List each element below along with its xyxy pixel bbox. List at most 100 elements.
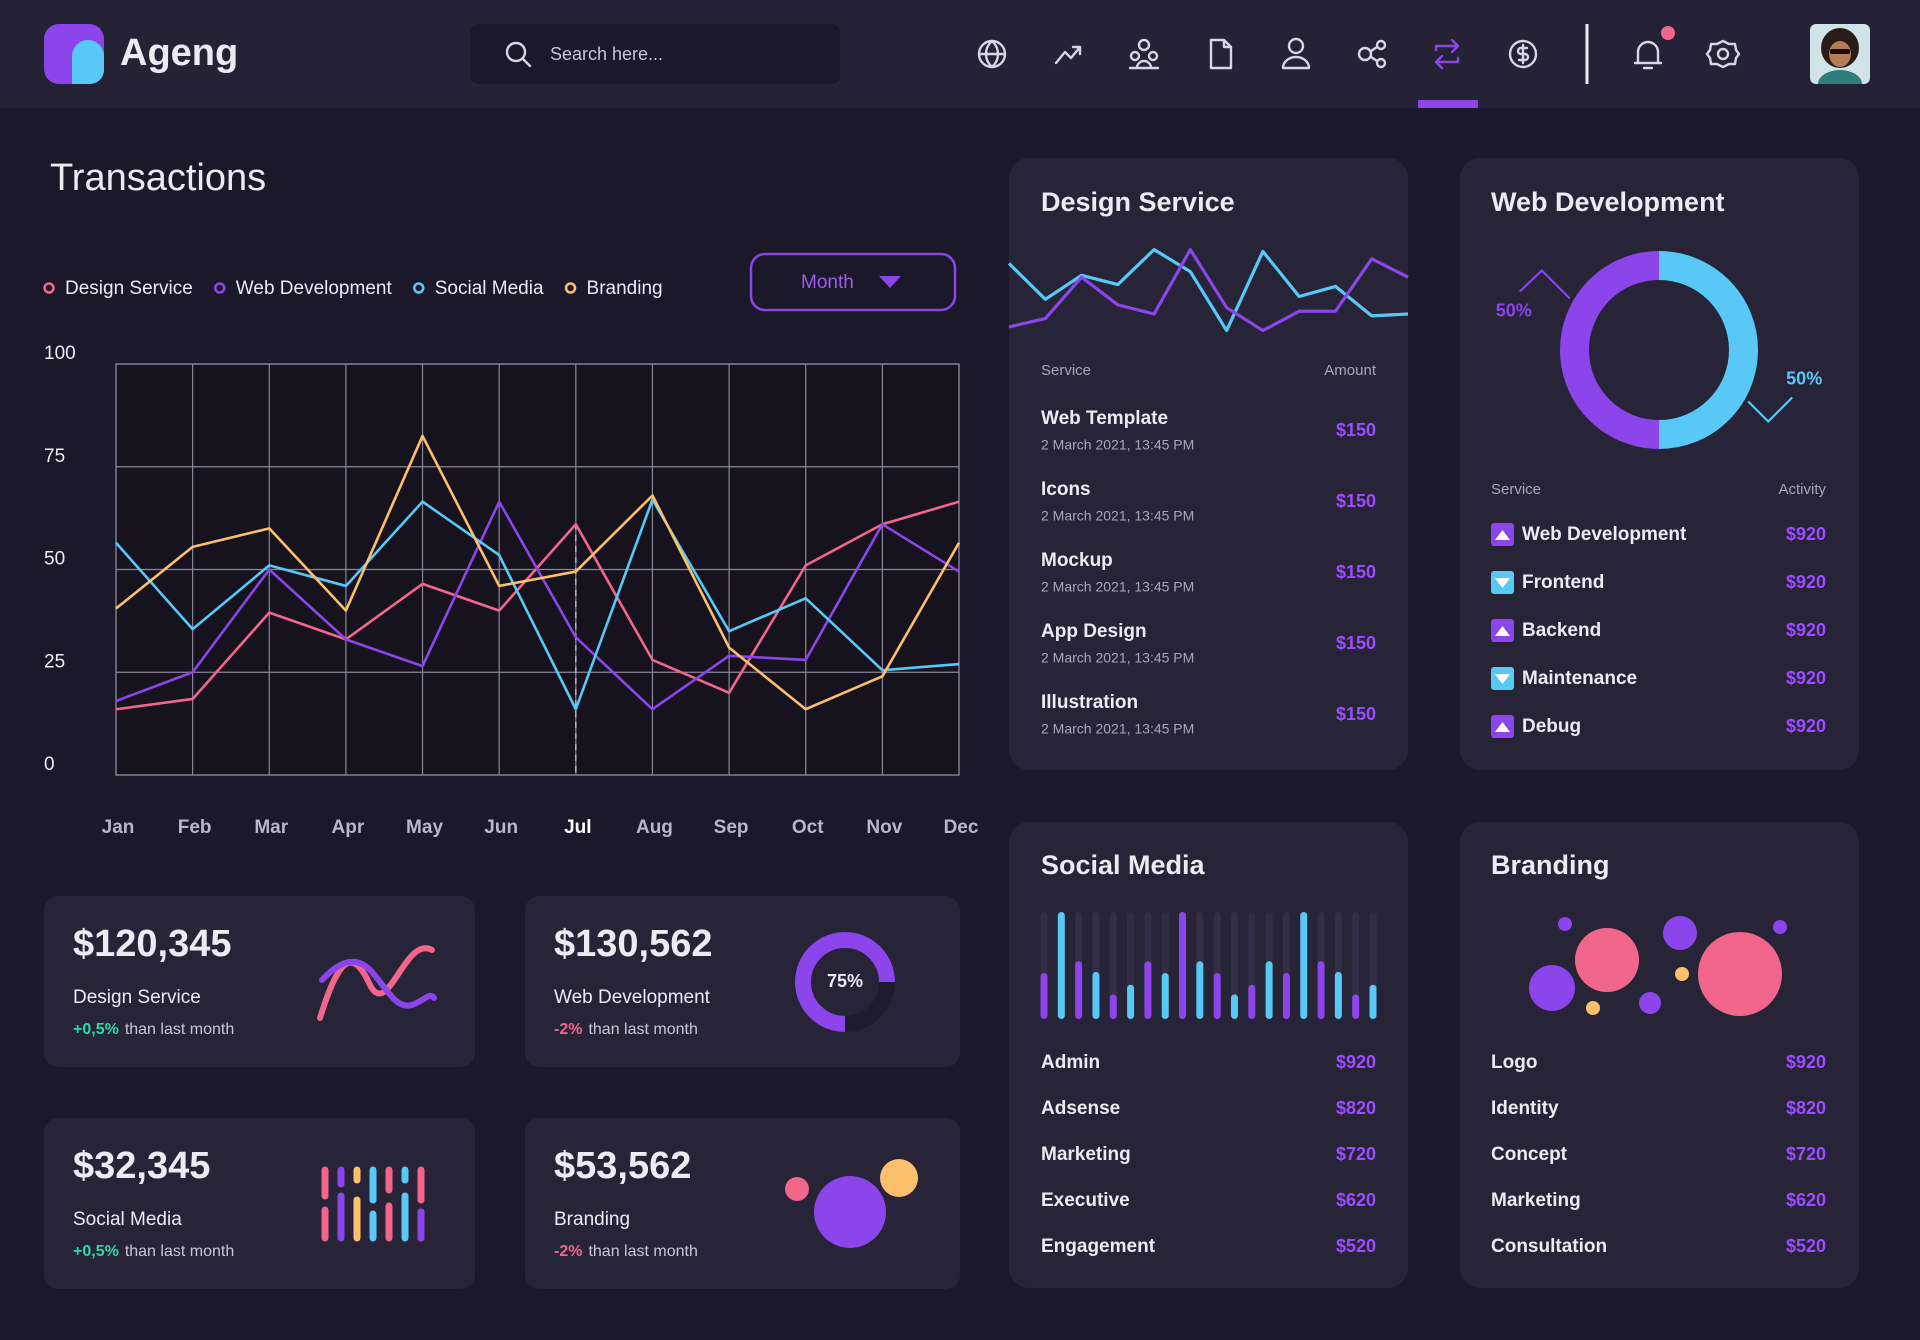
bar-track bbox=[1109, 912, 1117, 1019]
change-note: than last month bbox=[125, 1243, 234, 1260]
series-line bbox=[115, 434, 961, 711]
x-tick-label: Jul bbox=[564, 817, 591, 838]
bar bbox=[1109, 994, 1117, 1019]
stat-mini-wave bbox=[317, 945, 437, 1021]
y-tick-label: 75 bbox=[44, 446, 65, 467]
row-name: Identity bbox=[1491, 1098, 1559, 1119]
card-title: Social Media bbox=[1041, 850, 1206, 880]
nav-globe[interactable] bbox=[977, 39, 1007, 69]
row-date: 2 March 2021, 13:45 PM bbox=[1041, 650, 1194, 666]
line-chart: 0 25 50 75 100 Jan Feb Mar Apr May Jun Jul Aug Sep Oct… bbox=[44, 343, 979, 838]
bar-track bbox=[1352, 912, 1360, 1019]
bar-track bbox=[1230, 912, 1238, 1019]
row-amount: $620 bbox=[1786, 1190, 1826, 1210]
nav-trend[interactable] bbox=[1054, 45, 1082, 65]
header-bar bbox=[0, 0, 1920, 108]
row-name: Marketing bbox=[1491, 1190, 1581, 1211]
logo[interactable] bbox=[44, 24, 104, 84]
x-tick-label: May bbox=[406, 817, 443, 838]
bubble bbox=[1698, 932, 1782, 1016]
stat-amount: $130,562 bbox=[554, 923, 713, 965]
nav-share[interactable] bbox=[1357, 39, 1387, 69]
widgets: Web Template 2 March 2021, 13:45 PM $150 Ic… bbox=[1007, 248, 1826, 1257]
change-value: +0,5% bbox=[73, 1243, 119, 1260]
settings[interactable] bbox=[1705, 39, 1741, 69]
branding-bubbles bbox=[1529, 916, 1787, 1016]
bar bbox=[1092, 971, 1100, 1019]
nav-user[interactable] bbox=[1281, 37, 1311, 70]
stat-change: -2% than last month bbox=[554, 1021, 698, 1038]
search-icon-handle bbox=[521, 57, 532, 68]
row-date: 2 March 2021, 13:45 PM bbox=[1041, 721, 1194, 737]
bar bbox=[1369, 984, 1377, 1019]
card-title: Design Service bbox=[1041, 187, 1235, 217]
legend-marker bbox=[412, 282, 425, 294]
icon-shape bbox=[1287, 37, 1305, 55]
row-name: Mockup bbox=[1041, 550, 1113, 571]
stat-label: Social Media bbox=[73, 1209, 182, 1230]
row-amount: $150 bbox=[1336, 562, 1376, 582]
stat-amount: $120,345 bbox=[73, 923, 232, 965]
row-amount: $720 bbox=[1786, 1144, 1826, 1164]
x-tick-label: Apr bbox=[332, 817, 365, 838]
row-amount: $920 bbox=[1786, 620, 1826, 640]
bubble bbox=[1575, 928, 1639, 992]
notifications[interactable] bbox=[1633, 26, 1675, 70]
nav-team[interactable] bbox=[1128, 38, 1160, 70]
nav-finance[interactable] bbox=[1508, 39, 1538, 69]
row-name: Engagement bbox=[1041, 1236, 1156, 1257]
chart-title: Transactions bbox=[50, 157, 266, 199]
avatar[interactable] bbox=[1810, 24, 1870, 84]
dropdown-border bbox=[749, 252, 957, 312]
trend-arrow bbox=[1495, 674, 1510, 684]
nav-document[interactable] bbox=[1209, 38, 1233, 70]
nav-transfer[interactable] bbox=[1434, 38, 1460, 70]
stat-cards: $120,345 Design Service +0,5% than last mon… bbox=[44, 896, 960, 1289]
bar bbox=[1352, 994, 1360, 1019]
stat-amount: $32,345 bbox=[73, 1145, 210, 1187]
legend-marker bbox=[43, 282, 55, 294]
icon-shape bbox=[1375, 57, 1387, 69]
bar bbox=[1282, 972, 1290, 1019]
bubble bbox=[1529, 965, 1575, 1011]
bar bbox=[1179, 912, 1187, 1019]
trend-arrow bbox=[1495, 626, 1510, 636]
nav-active-indicator bbox=[1418, 100, 1478, 108]
bar bbox=[1334, 971, 1342, 1019]
change-note: than last month bbox=[125, 1021, 234, 1038]
icon-shape bbox=[1054, 45, 1082, 65]
trend-arrow bbox=[1495, 578, 1510, 588]
period-dropdown[interactable]: Month bbox=[749, 252, 957, 312]
row-amount: $820 bbox=[1786, 1098, 1826, 1118]
legend-label: Branding bbox=[587, 278, 663, 299]
row-amount: $520 bbox=[1336, 1236, 1376, 1256]
row-amount: $720 bbox=[1336, 1144, 1376, 1164]
legend: Design Service Web Development Social Medi… bbox=[43, 278, 663, 299]
search-placeholder: Search here... bbox=[550, 44, 663, 64]
search-box[interactable]: Search here... bbox=[470, 24, 840, 84]
bar bbox=[1144, 961, 1152, 1019]
sparkline bbox=[1008, 248, 1409, 333]
bar bbox=[1248, 984, 1256, 1019]
icon-shape bbox=[1357, 46, 1373, 62]
icon-shape bbox=[1508, 39, 1538, 69]
icon-shape bbox=[1137, 38, 1151, 52]
avatar-shirt bbox=[1818, 70, 1862, 84]
row-amount: $920 bbox=[1786, 524, 1826, 544]
stat-label: Web Development bbox=[554, 987, 711, 1008]
bar bbox=[1317, 961, 1325, 1019]
row-name: Icons bbox=[1041, 479, 1091, 500]
x-tick-label: Sep bbox=[714, 817, 749, 838]
y-tick-label: 100 bbox=[44, 343, 76, 364]
row-name: Frontend bbox=[1522, 572, 1604, 593]
stat-label: Branding bbox=[554, 1209, 630, 1230]
nav-icons bbox=[977, 24, 1870, 108]
card bbox=[1460, 158, 1859, 770]
stat-label: Design Service bbox=[73, 987, 201, 1008]
stat-change: +0,5% than last month bbox=[73, 1021, 234, 1038]
column-header: Activity bbox=[1778, 481, 1826, 498]
icon-shape bbox=[1209, 38, 1233, 70]
series-line bbox=[115, 498, 960, 711]
column-header: Amount bbox=[1324, 362, 1377, 379]
